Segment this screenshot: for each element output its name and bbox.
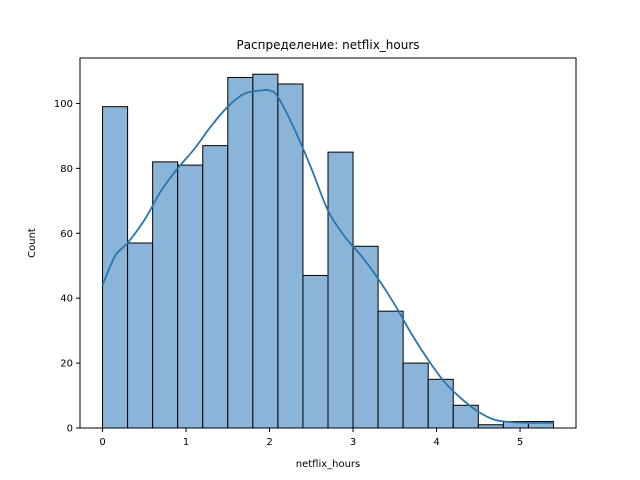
y-axis-label: Count <box>27 228 38 258</box>
histogram-bar <box>402 362 429 429</box>
y-tick-label: 0 <box>67 424 73 435</box>
histogram-bars <box>102 73 554 429</box>
x-tick-label: 4 <box>433 437 439 448</box>
histogram-bar <box>202 145 229 429</box>
y-tick-label: 60 <box>60 229 73 240</box>
histogram-bar <box>152 161 179 429</box>
x-tick-label: 0 <box>99 437 105 448</box>
histogram-bar <box>277 83 304 429</box>
x-tick-label: 5 <box>517 437 523 448</box>
histogram-bar <box>327 151 354 429</box>
x-tick-label: 3 <box>350 437 356 448</box>
histogram-bar <box>227 76 254 429</box>
chart-title: Распределение: netflix_hours <box>236 38 419 52</box>
histogram-bar <box>377 310 404 429</box>
histogram-bar <box>302 274 329 429</box>
y-tick-label: 40 <box>60 294 73 305</box>
y-tick-label: 20 <box>60 359 73 370</box>
kde-curve <box>101 88 554 424</box>
histogram-bar <box>127 242 154 429</box>
y-tick-label: 100 <box>54 99 73 110</box>
histogram-bar <box>177 164 204 429</box>
x-axis-ticks: 0 1 2 3 4 5 <box>99 428 523 448</box>
histogram-bar <box>102 106 129 429</box>
y-tick-label: 80 <box>60 164 73 175</box>
x-tick-label: 1 <box>183 437 189 448</box>
y-axis-ticks: 0 20 40 60 80 100 <box>54 99 80 435</box>
x-tick-label: 2 <box>266 437 272 448</box>
x-axis-label: netflix_hours <box>296 459 361 470</box>
plot-frame <box>79 57 577 429</box>
histogram-bar <box>252 73 279 429</box>
